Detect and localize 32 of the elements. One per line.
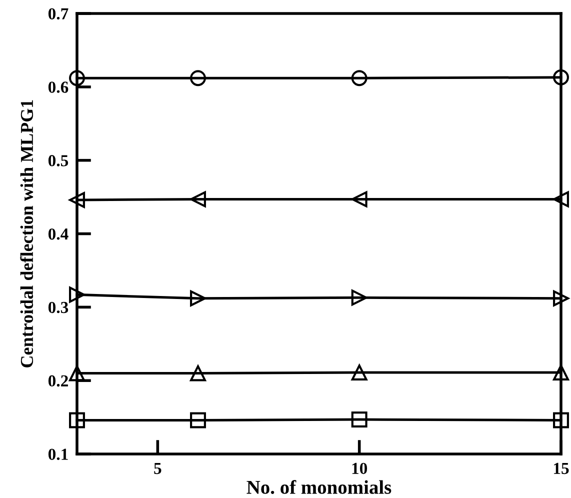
y-tick-label: 0.6	[48, 82, 68, 93]
point	[69, 192, 85, 208]
y-tick-label: 0.1	[48, 448, 68, 460]
y-tick-label: 0.2	[48, 375, 68, 387]
x-tick-label: 5	[154, 462, 162, 474]
y-axis-title: Centroidal deflection with MLPG1	[20, 100, 34, 368]
point	[69, 286, 85, 303]
point	[190, 290, 206, 306]
point	[351, 364, 368, 380]
point	[69, 365, 85, 382]
point	[69, 412, 85, 428]
point	[553, 412, 569, 428]
y-tick-label: 0.4	[48, 228, 68, 240]
point	[190, 191, 206, 208]
x-tick-label: 15	[554, 462, 569, 474]
point	[351, 70, 368, 86]
y-tick-label: 0.3	[48, 302, 68, 314]
point	[351, 412, 368, 428]
x-axis-title: No. of monomials	[246, 480, 392, 494]
point	[190, 365, 206, 382]
point	[351, 191, 368, 208]
point	[553, 290, 569, 306]
point	[190, 70, 206, 86]
point	[553, 191, 569, 208]
y-tick-label: 0.7	[48, 8, 68, 20]
x-tick-label: 10	[352, 462, 368, 474]
point	[553, 364, 569, 380]
point	[351, 290, 368, 306]
point	[553, 69, 569, 86]
point	[69, 70, 85, 86]
y-tick-label: 0.5	[48, 155, 68, 166]
point	[190, 412, 206, 428]
